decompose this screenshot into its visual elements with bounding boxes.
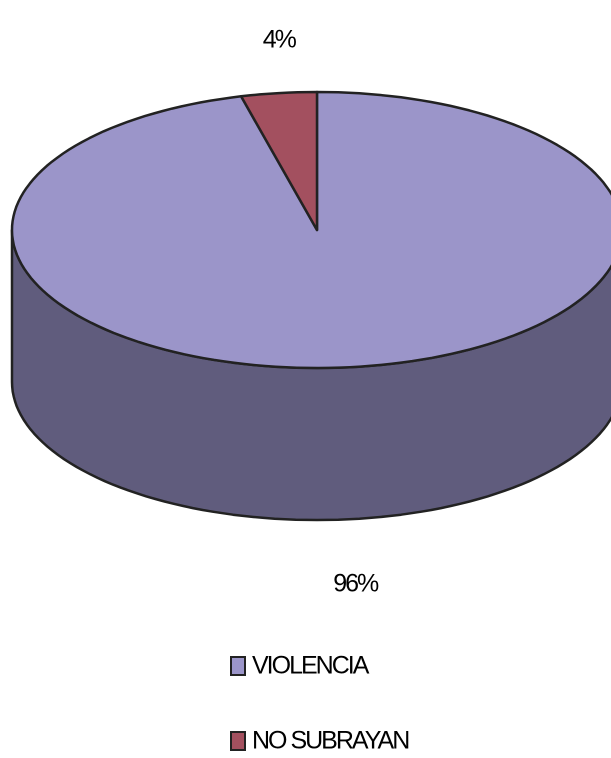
legend-label: NO SUBRAYAN: [252, 727, 409, 755]
legend-label: VIOLENCIA: [252, 652, 370, 680]
data-label: 96%: [333, 570, 379, 598]
data-label: 4%: [263, 26, 297, 54]
legend-swatch: [230, 731, 246, 751]
pie-slice: [10, 90, 611, 370]
pie-slice: [239, 90, 319, 232]
legend-swatch: [230, 656, 246, 676]
